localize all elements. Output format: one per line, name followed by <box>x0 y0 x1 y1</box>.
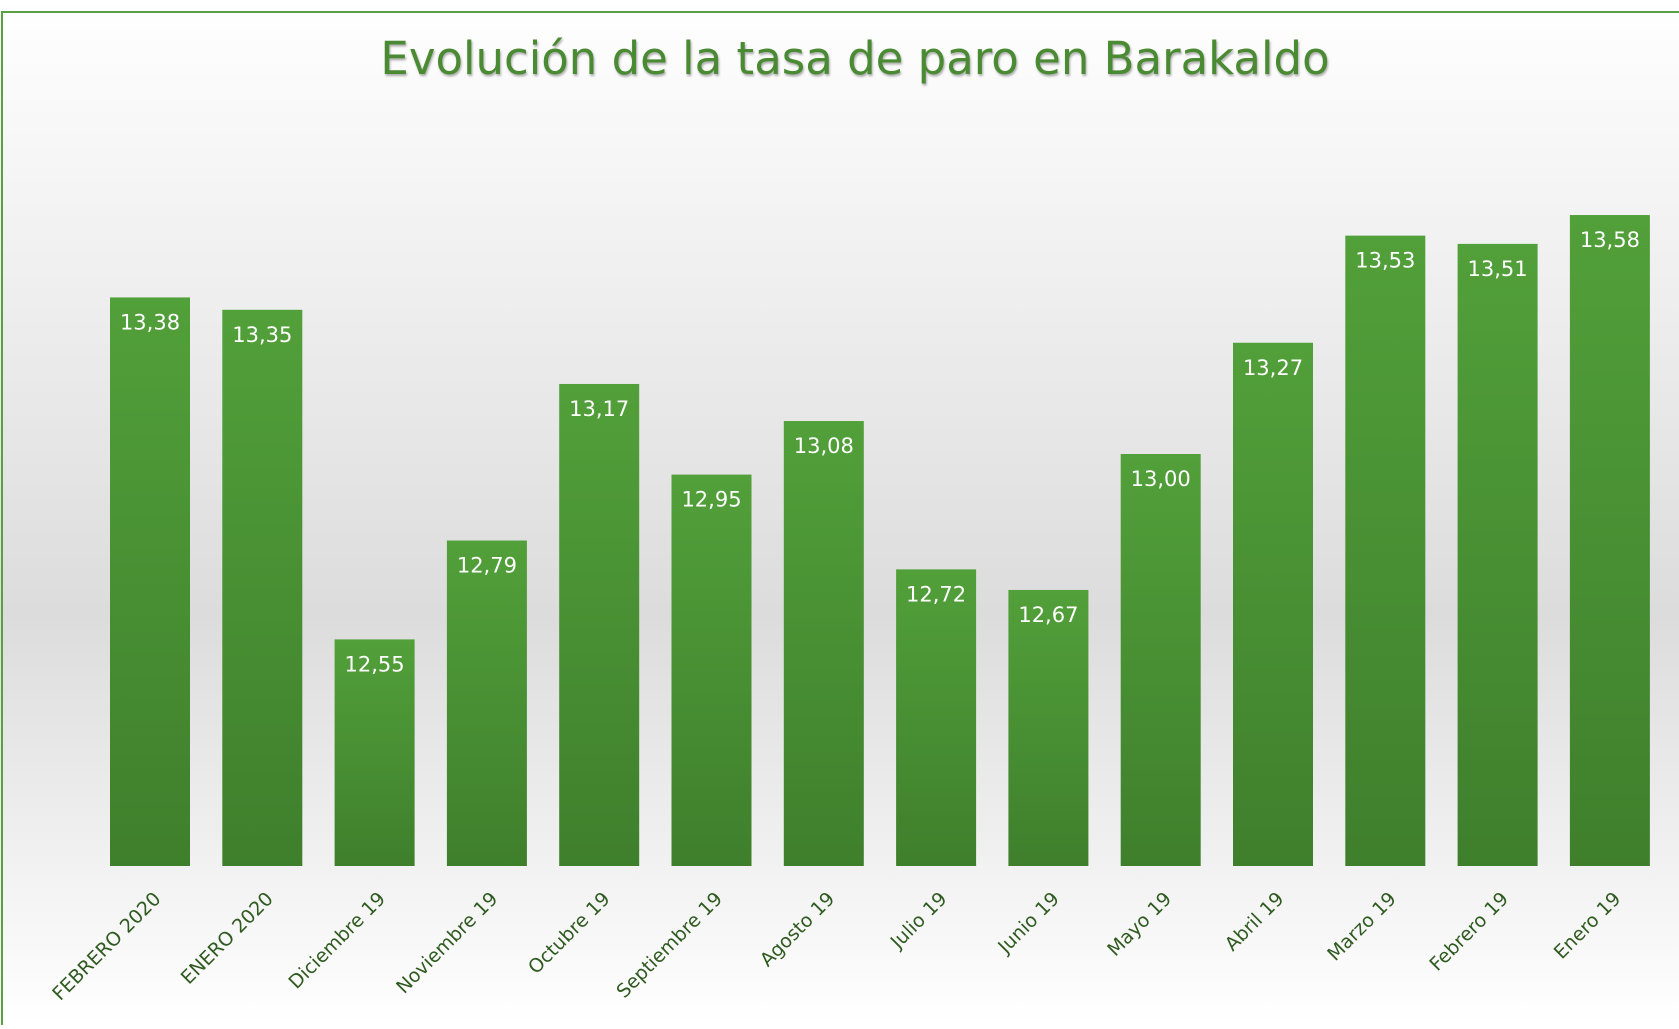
value-label: 13,38 <box>120 310 180 334</box>
bar <box>671 474 752 866</box>
value-label: 12,79 <box>457 554 517 578</box>
value-label: 12,55 <box>345 652 405 676</box>
chart-title: Evolución de la tasa de paro en Barakald… <box>380 32 1329 85</box>
value-label: 12,95 <box>681 488 741 512</box>
value-label: 12,72 <box>906 582 966 606</box>
value-label: 13,51 <box>1468 257 1528 281</box>
bar <box>110 297 190 866</box>
bar <box>559 383 640 866</box>
value-label: 13,27 <box>1243 356 1303 380</box>
value-label: 13,08 <box>794 434 854 458</box>
value-label: 13,58 <box>1580 228 1640 252</box>
bar <box>1233 342 1313 866</box>
bar <box>1008 589 1089 866</box>
bar <box>446 540 527 866</box>
value-label: 13,53 <box>1355 249 1415 273</box>
bar <box>1120 454 1201 866</box>
bar <box>783 421 864 866</box>
bar <box>1345 235 1426 866</box>
value-label: 13,00 <box>1131 467 1191 491</box>
bar <box>1457 243 1538 866</box>
bar <box>896 569 977 866</box>
bar <box>222 309 303 866</box>
bar <box>334 639 415 866</box>
frame <box>1 11 1679 1025</box>
value-label: 12,67 <box>1018 603 1078 627</box>
value-label: 13,17 <box>569 397 629 421</box>
bar <box>1569 215 1650 867</box>
value-label: 13,35 <box>232 323 292 347</box>
